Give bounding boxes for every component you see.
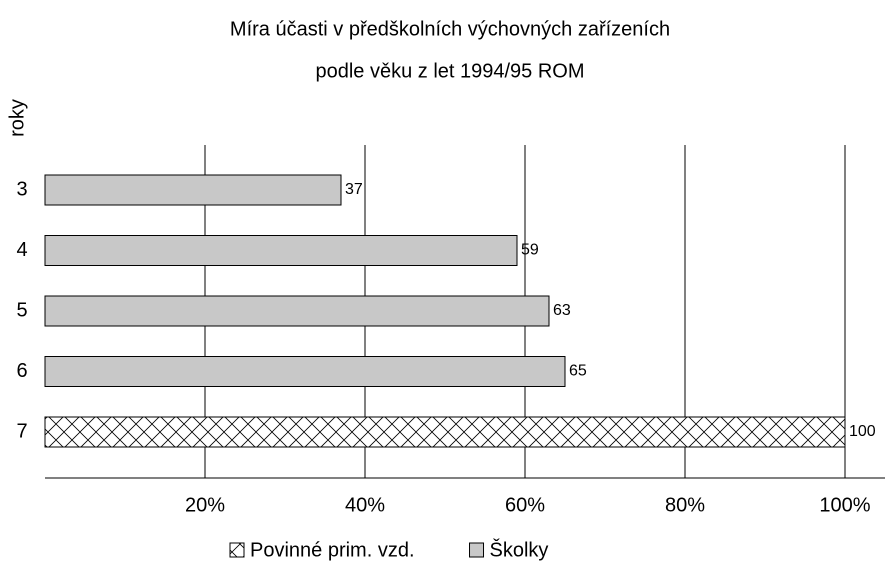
y-tick-label: 6 [16,360,27,382]
bar [44,295,550,327]
y-tick-label: 5 [16,299,27,321]
y-tick-label: 3 [16,178,27,200]
y-tick-label: 4 [16,239,27,261]
x-tick-label: 80% [665,494,705,516]
data-label: 65 [569,363,587,380]
chart-title: podle věku z let 1994/95 ROM [315,60,584,82]
data-label: 63 [553,302,571,319]
bar [44,356,566,387]
x-tick-label: 60% [505,494,545,516]
bar [44,416,846,448]
x-tick-label: 40% [345,494,385,516]
data-label: 100 [849,423,876,440]
data-label: 59 [521,242,539,259]
bar [44,235,518,266]
x-tick-label: 20% [185,494,225,516]
bar [44,174,342,206]
y-tick-label: 7 [16,420,27,442]
legend-swatch [229,542,245,558]
data-label: 37 [345,181,363,198]
x-tick-label: 100% [819,494,870,516]
legend-label: Povinné prim. vzd. [250,539,415,561]
legend-swatch [469,542,485,558]
y-axis-label: roky [6,99,28,137]
chart-title: Míra účasti v předškolních výchovných za… [230,18,670,40]
legend-label: Školky [490,538,549,561]
